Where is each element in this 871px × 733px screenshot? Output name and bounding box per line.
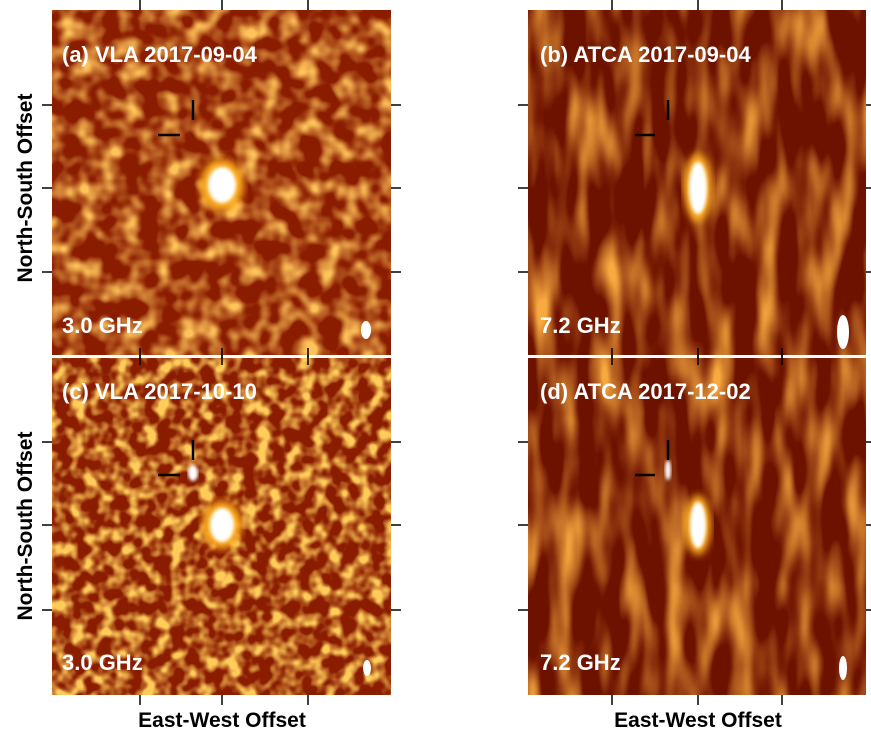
frequency: 7.2 GHz [540,650,621,675]
panel-label: (b) ATCA 2017-09-04 [540,42,751,67]
y-axis-label: North-South Offset [14,94,37,283]
panel-d: (d) ATCA 2017-12-02 7.2 GHz [528,358,866,695]
x-axis-label: East-West Offset [614,709,782,732]
panel-b: (b) ATCA 2017-09-04 7.2 GHz [528,10,866,355]
frequency: 3.0 GHz [62,313,143,338]
panel-c: (c) VLA 2017-10-10 3.0 GHz [52,358,391,695]
y-axis-label: North-South Offset [14,432,37,621]
panel-label: (c) VLA 2017-10-10 [62,379,257,404]
frequency: 7.2 GHz [540,313,621,338]
panel-label: (d) ATCA 2017-12-02 [540,379,751,404]
panel-a: (a) VLA 2017-09-04 3.0 GHz [52,10,391,355]
frequency: 3.0 GHz [62,650,143,675]
x-axis-label: East-West Offset [138,709,306,732]
figure: (a) VLA 2017-09-04 3.0 GHz (b) ATCA 2017… [0,0,871,733]
panel-label: (a) VLA 2017-09-04 [62,42,258,67]
